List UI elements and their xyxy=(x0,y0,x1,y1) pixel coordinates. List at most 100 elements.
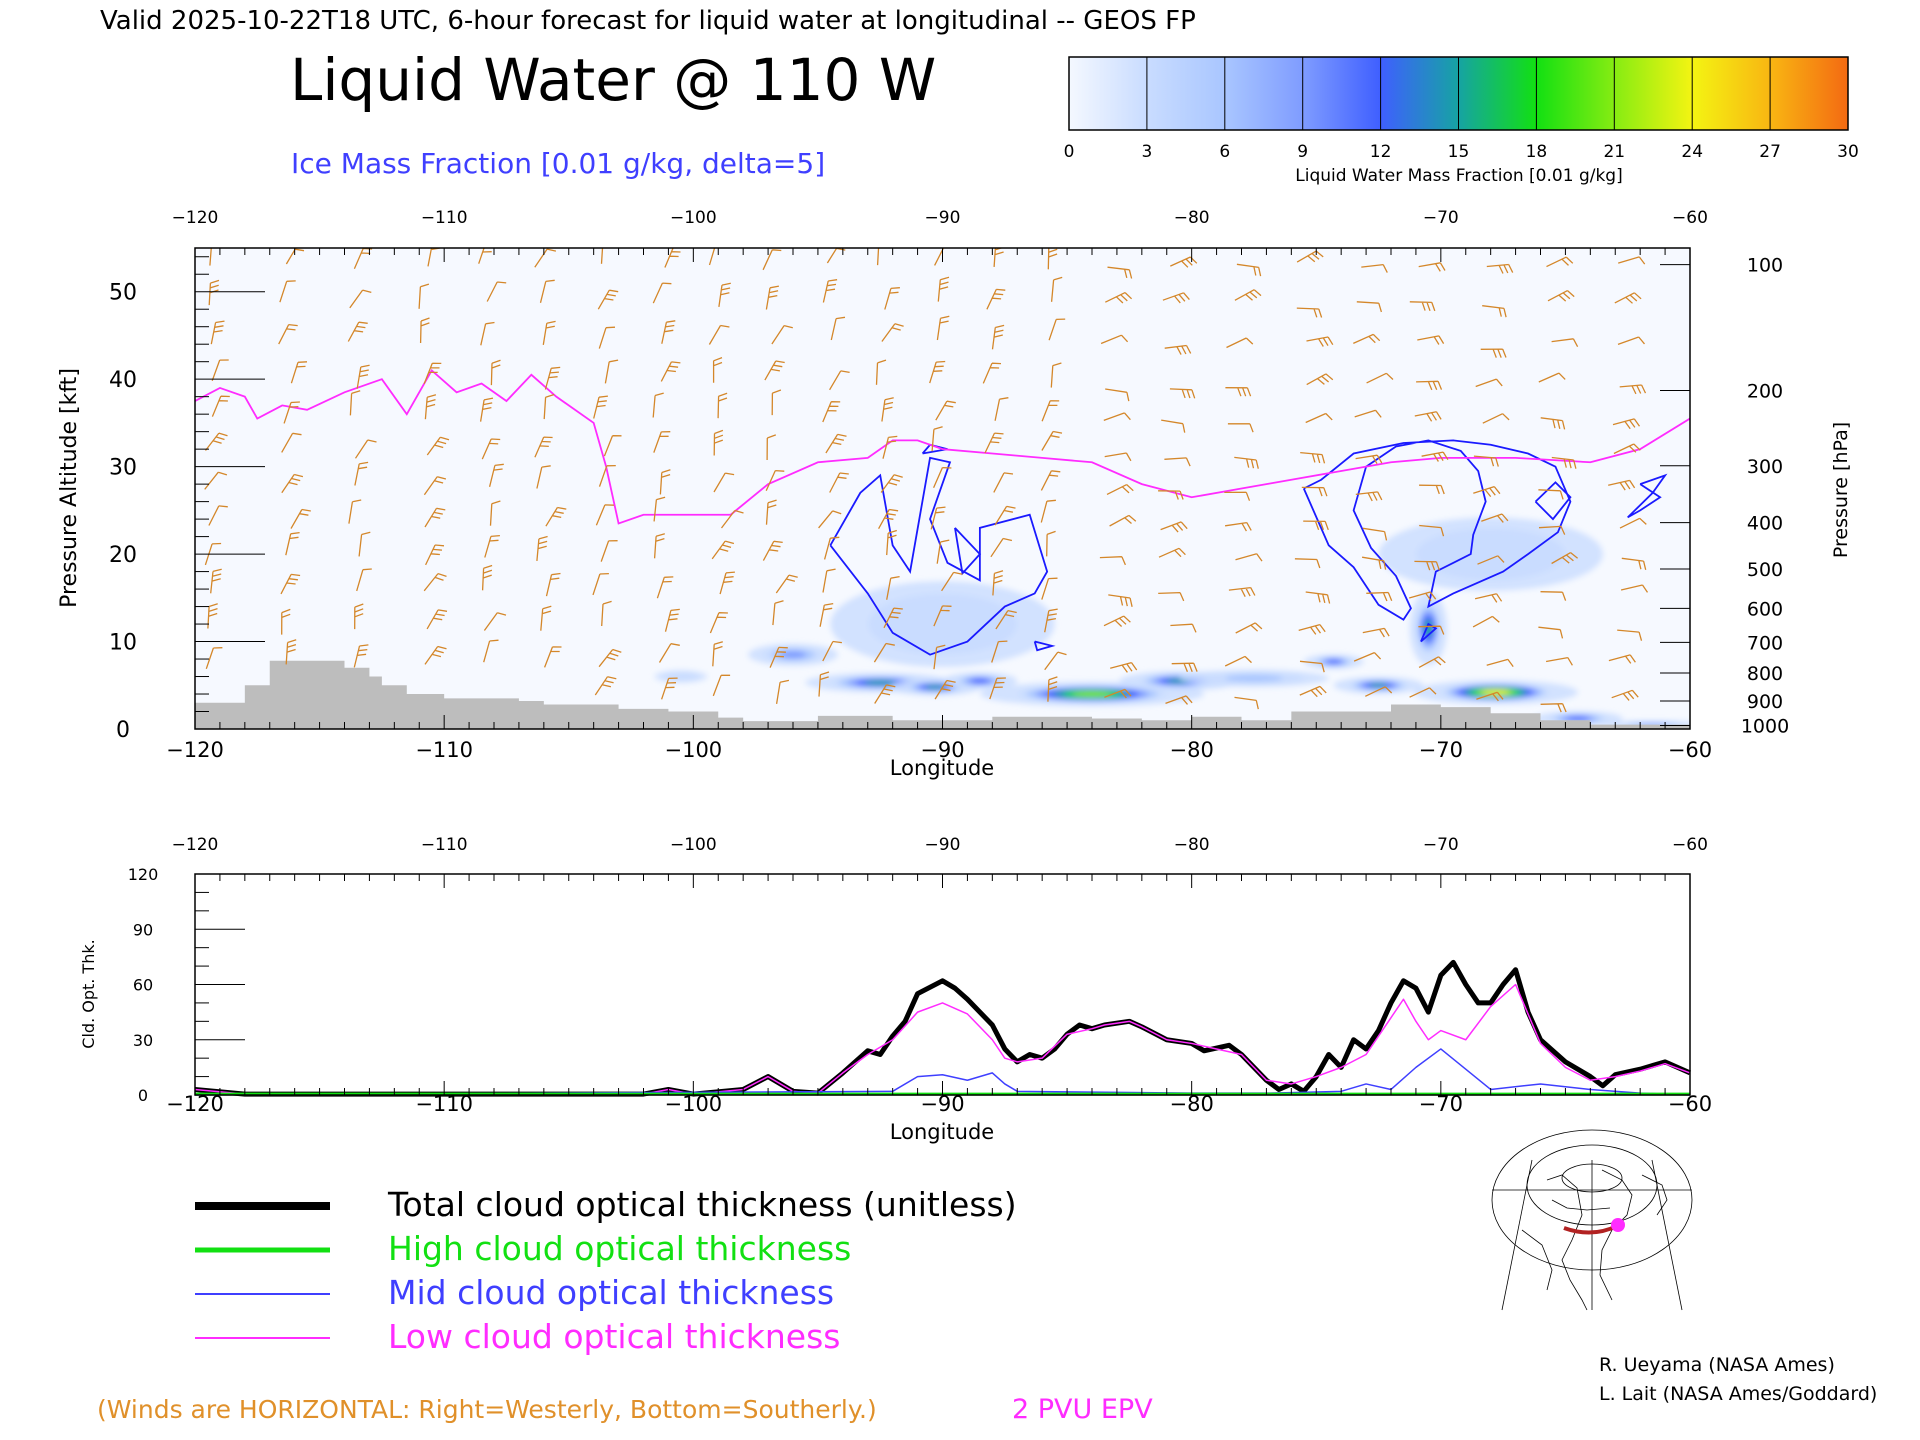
wind-barb xyxy=(881,323,904,342)
wind-barb xyxy=(1105,388,1130,402)
wind-barb xyxy=(1361,263,1388,273)
wind-barb xyxy=(652,282,672,304)
top-ylabel: Pressure Altitude [kft] xyxy=(57,368,82,608)
liquid-blob xyxy=(970,678,989,684)
x-tick-label: −70 xyxy=(1419,1092,1463,1116)
x-top-tick-label: −80 xyxy=(1174,208,1210,228)
bottom-plot-area xyxy=(195,874,1690,1095)
wind-barb xyxy=(775,574,798,594)
wind-barb xyxy=(1417,335,1445,345)
wind-barb xyxy=(1617,336,1645,346)
wind-barb xyxy=(936,539,950,564)
liquid-blob xyxy=(864,680,897,685)
wind-barb xyxy=(285,639,297,665)
colorbar: 0 3 6 9 12 15 18 21 24 27 30 xyxy=(1064,56,1859,162)
colorbar-tick-label: 6 xyxy=(1219,142,1230,162)
wind-barb xyxy=(1356,301,1383,313)
x-top-tick-label: −70 xyxy=(1423,835,1459,855)
liquid-blob xyxy=(1326,659,1341,664)
wind-barb xyxy=(1409,591,1437,601)
wind-barb xyxy=(1540,417,1566,430)
wind-barb xyxy=(1170,623,1197,633)
wind-barb xyxy=(1100,334,1129,345)
wind-barb xyxy=(762,249,782,271)
wind-barb xyxy=(992,570,1004,596)
wind-barb xyxy=(1540,703,1567,713)
liquid-blob xyxy=(1567,716,1589,721)
wind-barb xyxy=(601,600,612,627)
wind-barb xyxy=(1050,276,1063,302)
wind-barb xyxy=(600,248,604,264)
wind-barb xyxy=(984,432,1004,454)
wind-barb xyxy=(1306,373,1334,386)
liquid-blob xyxy=(1415,527,1566,581)
wind-barb xyxy=(1303,520,1329,531)
wind-barb xyxy=(479,397,494,422)
wind-barb xyxy=(874,684,896,704)
wind-barb xyxy=(349,390,361,416)
wind-barb xyxy=(1618,256,1646,265)
wind-barb xyxy=(664,248,683,268)
wind-barb xyxy=(209,248,212,266)
colorbar-tick-label: 18 xyxy=(1526,142,1548,162)
wind-barb xyxy=(1473,455,1499,467)
wind-barb xyxy=(712,356,723,383)
wind-barb xyxy=(1041,400,1060,422)
wind-barb xyxy=(822,401,841,423)
colorbar-tick-label: 12 xyxy=(1370,142,1392,162)
liquid-blob xyxy=(780,651,806,659)
ice-contour xyxy=(1534,481,1572,521)
x-top-tick-label: −90 xyxy=(925,835,961,855)
ice-contour xyxy=(1302,439,1572,621)
wind-barb xyxy=(937,276,950,302)
wind-barb xyxy=(936,315,950,341)
wind-barb xyxy=(279,280,296,303)
wind-barb xyxy=(1047,676,1058,702)
wind-barb xyxy=(543,393,555,420)
wind-barb xyxy=(543,646,562,668)
y-tick-label: 30 xyxy=(133,1031,153,1050)
epv-line xyxy=(195,369,1690,525)
wind-barb xyxy=(356,364,370,389)
colorbar-tick-label: 15 xyxy=(1448,142,1470,162)
x-tick-label: −110 xyxy=(415,1092,473,1116)
wind-barb xyxy=(653,496,666,522)
wind-barb xyxy=(1299,685,1327,698)
wind-barb xyxy=(771,324,793,345)
wind-barb xyxy=(1416,380,1443,391)
wind-barb xyxy=(830,316,846,341)
wind-barb xyxy=(283,401,300,424)
wind-barb xyxy=(762,540,783,561)
wind-barb xyxy=(1608,479,1636,491)
wind-barb xyxy=(281,432,302,453)
wind-barb xyxy=(876,248,881,266)
wind-barb xyxy=(489,500,501,526)
wind-barb xyxy=(418,283,430,309)
y-tick-label: 0 xyxy=(138,1086,148,1105)
wind-barb xyxy=(1361,556,1387,570)
wind-barb xyxy=(1235,622,1263,634)
wind-barb xyxy=(1047,248,1058,270)
wind-barb xyxy=(713,472,735,493)
wind-barb xyxy=(1421,451,1449,462)
wind-barb xyxy=(1474,593,1503,603)
wind-barb xyxy=(708,248,716,266)
wind-barb xyxy=(1099,556,1126,566)
pressure-tick-label: 800 xyxy=(1747,663,1783,685)
valid-line: Valid 2025-10-22T18 UTC, 6-hour forecast… xyxy=(100,6,1196,36)
wind-barb xyxy=(204,471,228,490)
wind-barb xyxy=(205,647,223,670)
wind-barb xyxy=(595,504,614,526)
wind-barb xyxy=(829,370,850,391)
wind-barb xyxy=(354,439,377,459)
wind-barb xyxy=(424,645,447,665)
x-tick-label: −100 xyxy=(664,1092,722,1116)
wind-barb xyxy=(1224,655,1252,667)
x-tick-label: −90 xyxy=(920,738,964,762)
y-tick-label: 0 xyxy=(116,718,130,743)
wind-barb xyxy=(825,433,847,454)
wind-barb xyxy=(208,279,220,306)
wind-barb xyxy=(484,534,500,558)
wind-barb xyxy=(1486,263,1514,274)
wind-barb xyxy=(991,640,1008,663)
